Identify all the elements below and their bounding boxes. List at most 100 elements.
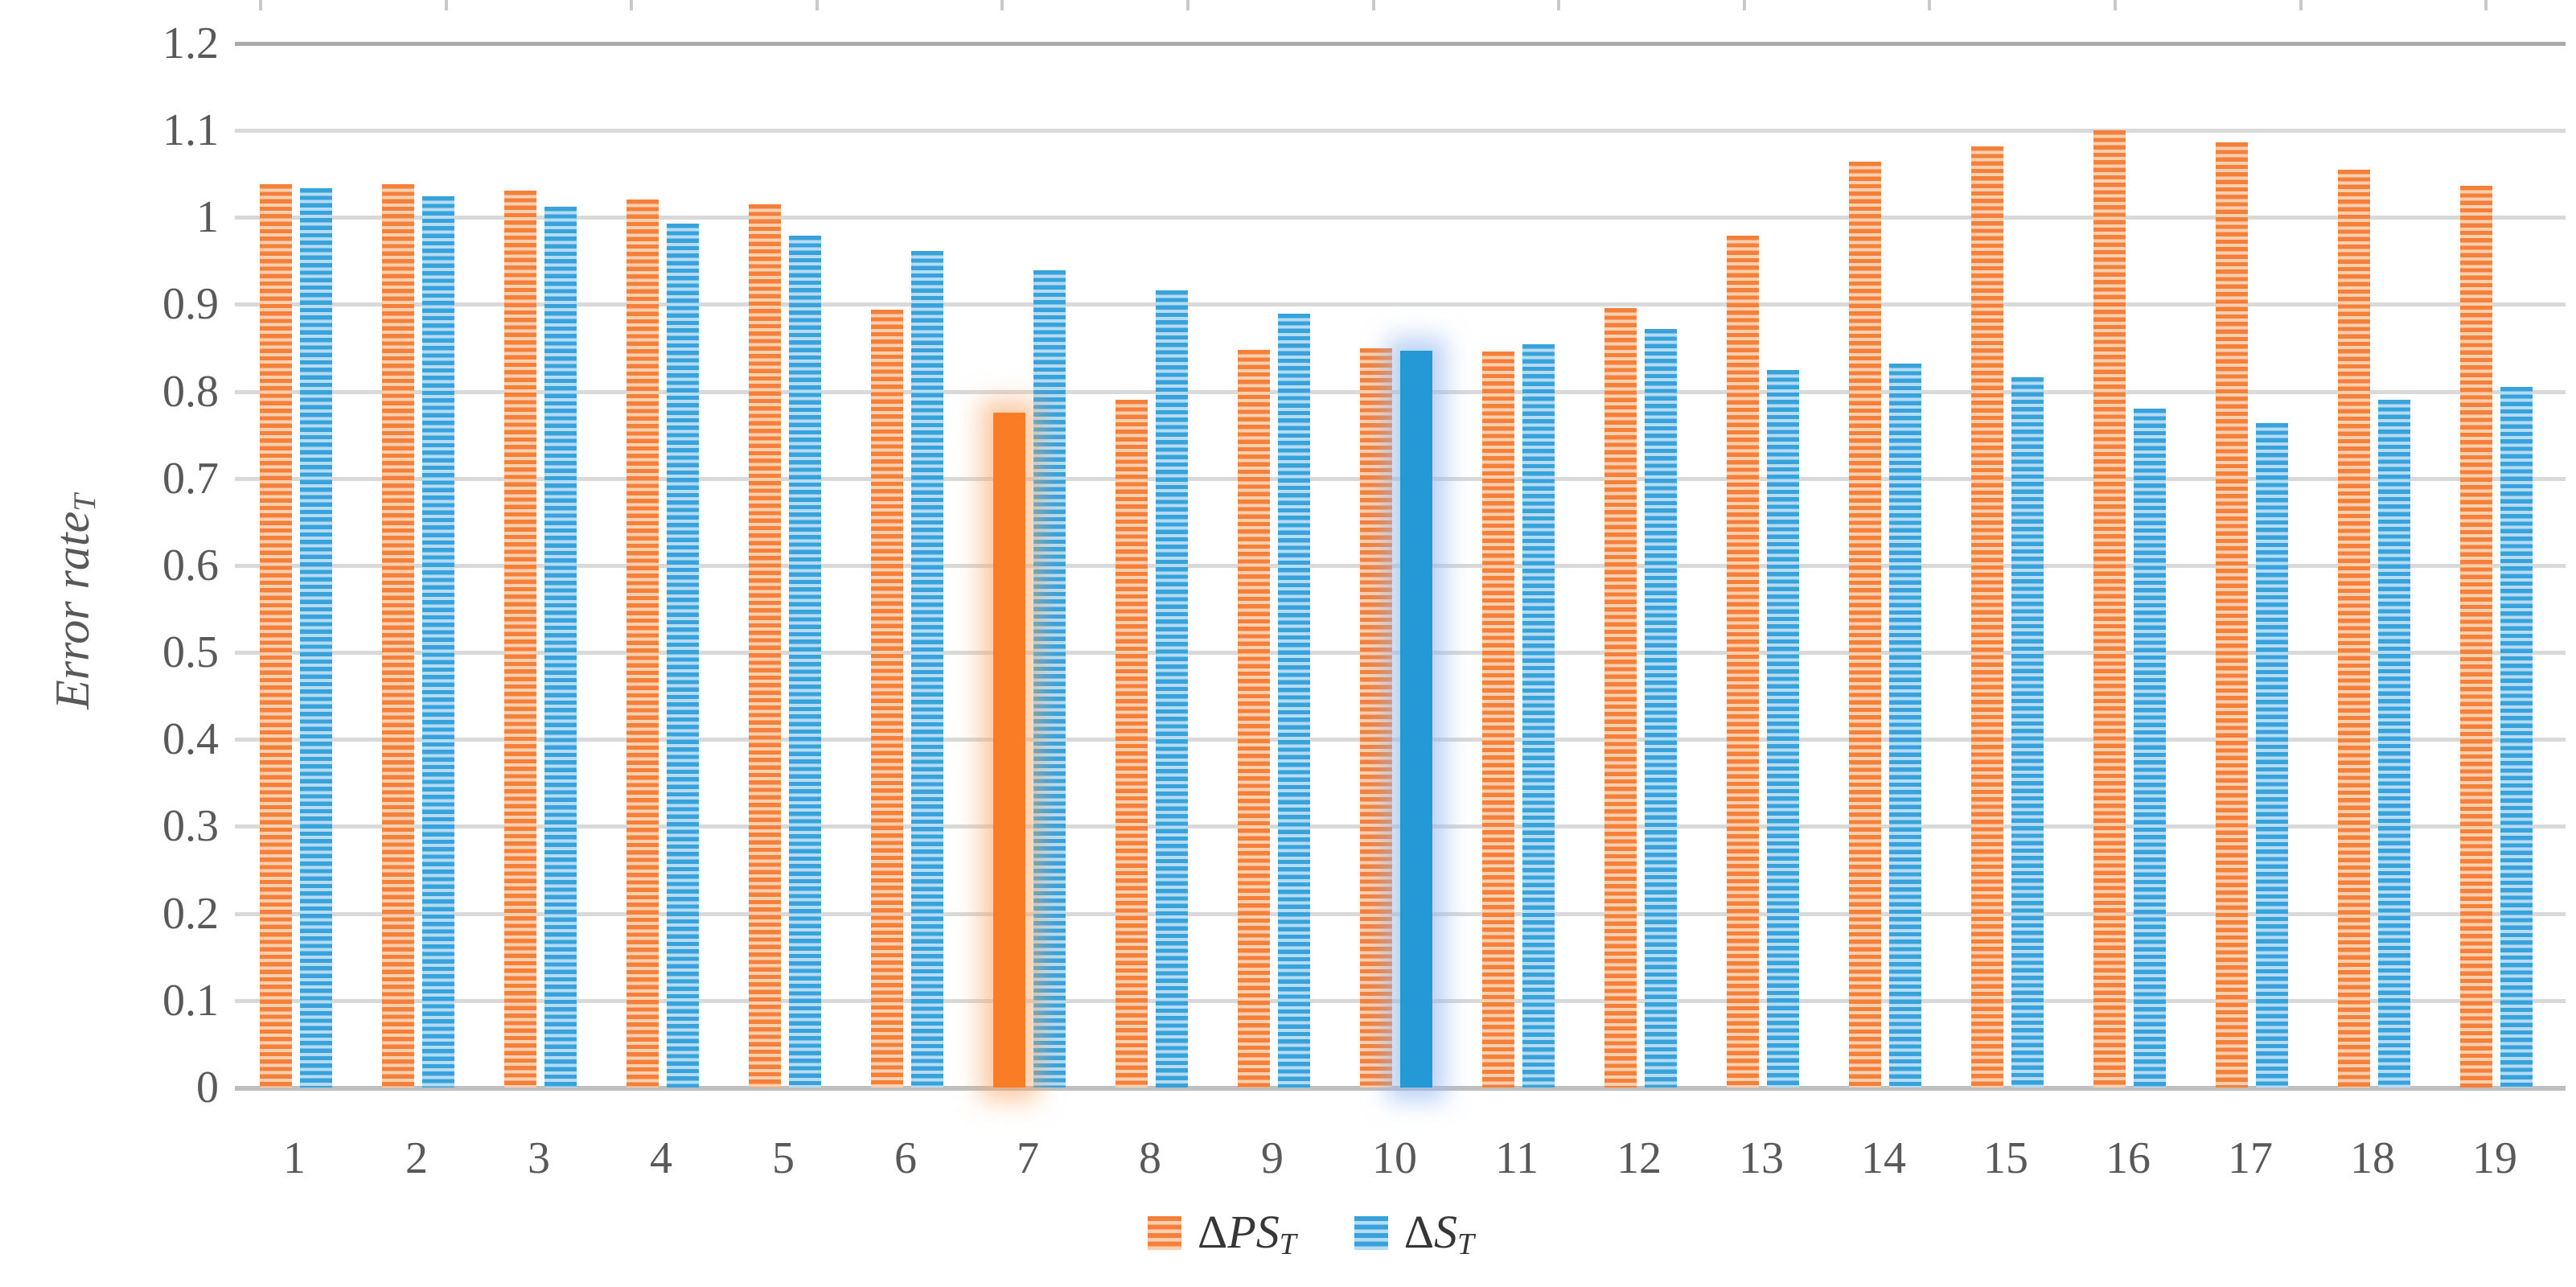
y-axis-tick-label: 0 [196,1063,219,1112]
x-axis-tick-label: 19 [2472,1133,2517,1183]
legend: ΔPST ΔST [1148,1205,1474,1262]
x-axis-tick-label: 3 [528,1133,550,1183]
bar-dps_t-cat18 [2338,170,2370,1088]
bar-dps_t-cat6 [871,310,903,1088]
bar-ds_t-cat17 [2256,423,2288,1088]
y-axis-tick-label: 0.1 [162,976,219,1026]
x-axis-tick-label: 8 [1139,1133,1161,1183]
legend-item-dst: ΔST [1354,1205,1474,1262]
bar-ds_t-cat6 [911,251,943,1088]
legend-swatch-blue-stripes-icon [1354,1216,1388,1251]
top-edge-tick-mark [1557,0,1560,10]
x-axis-tick-label: 16 [2106,1133,2151,1183]
y-axis-tick-label: 0.6 [162,541,219,590]
y-axis-tick-label: 1.2 [162,19,219,68]
x-axis-tick-label: 1 [283,1133,306,1183]
x-axis-tick-label: 17 [2228,1133,2273,1183]
legend-series-subscript: T [1279,1227,1296,1261]
bar-dps_t-cat7 [993,413,1025,1088]
legend-label-dst: ΔST [1404,1205,1474,1262]
top-edge-tick-mark [1372,0,1375,10]
top-edge-tick-mark [2484,0,2488,10]
bar-dps_t-cat11 [1482,352,1514,1088]
top-edge-tick-mark [1186,0,1189,10]
x-axis-tick-label: 5 [772,1133,795,1183]
bar-ds_t-cat19 [2500,387,2533,1088]
gridline [235,42,2566,46]
bar-dps_t-cat13 [1727,236,1759,1088]
x-axis-tick-label: 6 [894,1133,917,1183]
bar-dps_t-cat19 [2460,186,2492,1088]
bar-ds_t-cat15 [2011,377,2044,1088]
x-axis-tick-label: 13 [1739,1133,1784,1183]
x-axis-tick-label: 15 [1983,1133,2028,1183]
x-axis-tick-label: 12 [1617,1133,1662,1183]
bar-dps_t-cat8 [1115,400,1148,1088]
legend-item-dpst: ΔPST [1148,1205,1296,1262]
bar-dps_t-cat10 [1360,348,1392,1088]
y-axis-tick-label: 0.4 [162,714,219,764]
y-axis-tick-label: 0.5 [162,627,219,677]
x-axis-tick-label: 10 [1372,1133,1417,1183]
bar-dps_t-cat1 [260,184,292,1088]
bar-ds_t-cat18 [2378,400,2410,1088]
bar-ds_t-cat4 [667,224,699,1088]
y-axis-tick-label: 1 [196,192,219,242]
bar-dps_t-cat5 [749,204,781,1088]
x-axis-tick-label: 7 [1017,1133,1039,1183]
legend-swatch-orange-stripes-icon [1148,1216,1181,1251]
bar-ds_t-cat2 [422,196,454,1088]
top-edge-tick-mark [630,0,633,10]
bar-dps_t-cat9 [1238,350,1270,1088]
bar-ds_t-cat5 [789,236,821,1088]
top-edge-tick-mark [1928,0,1931,10]
y-axis-tick-label: 0.8 [162,367,219,417]
bar-ds_t-cat8 [1156,290,1188,1088]
top-edge-tick-mark [259,0,262,10]
bar-dps_t-cat4 [627,199,659,1088]
x-axis-tick-label: 14 [1861,1133,1906,1183]
gridline [235,1086,2566,1091]
y-axis-tick-label: 0.9 [162,279,219,329]
bar-ds_t-cat14 [1889,364,1921,1088]
legend-delta-glyph: Δ [1403,1206,1435,1258]
y-axis-tick-label: 0.7 [162,454,219,504]
top-edge-tick-mark [2299,0,2303,10]
bar-dps_t-cat17 [2216,142,2248,1088]
bar-ds_t-cat9 [1278,314,1310,1088]
bar-dps_t-cat15 [1971,146,2003,1088]
top-edge-tick-mark [1743,0,1746,10]
x-axis-tick-label: 18 [2350,1133,2395,1183]
gridline [235,216,2566,220]
x-axis-tick-label: 2 [405,1133,428,1183]
x-axis-tick-label: 4 [650,1133,672,1183]
bar-ds_t-cat1 [300,188,332,1088]
legend-delta-glyph: Δ [1198,1206,1228,1258]
bar-ds_t-cat3 [544,207,577,1088]
bar-ds_t-cat11 [1522,344,1555,1088]
x-axis-tick-label: 11 [1495,1133,1539,1183]
bar-dps_t-cat16 [2093,130,2126,1088]
legend-series-name: S [1434,1206,1458,1258]
y-axis-tick-label: 0.3 [162,801,219,851]
legend-label-dpst: ΔPST [1198,1205,1296,1262]
bar-ds_t-cat7 [1033,270,1066,1088]
y-axis-tick-label: 1.1 [162,105,219,155]
legend-series-name: PS [1227,1206,1280,1258]
top-edge-tick-mark [445,0,448,10]
legend-series-subscript: T [1457,1227,1474,1261]
bar-dps_t-cat14 [1849,162,1881,1088]
gridline [235,302,2566,306]
bar-ds_t-cat13 [1767,370,1799,1088]
bar-dps_t-cat2 [382,184,414,1088]
gridline [235,129,2566,133]
top-edge-tick-mark [816,0,819,10]
bar-ds_t-cat16 [2134,409,2166,1088]
y-axis-tick-label: 0.2 [162,889,219,939]
bar-ds_t-cat12 [1645,329,1677,1088]
x-axis-tick-label: 9 [1261,1133,1284,1183]
bar-ds_t-cat10 [1400,351,1432,1088]
top-edge-tick-mark [1000,0,1004,10]
top-edge-tick-mark [2114,0,2117,10]
